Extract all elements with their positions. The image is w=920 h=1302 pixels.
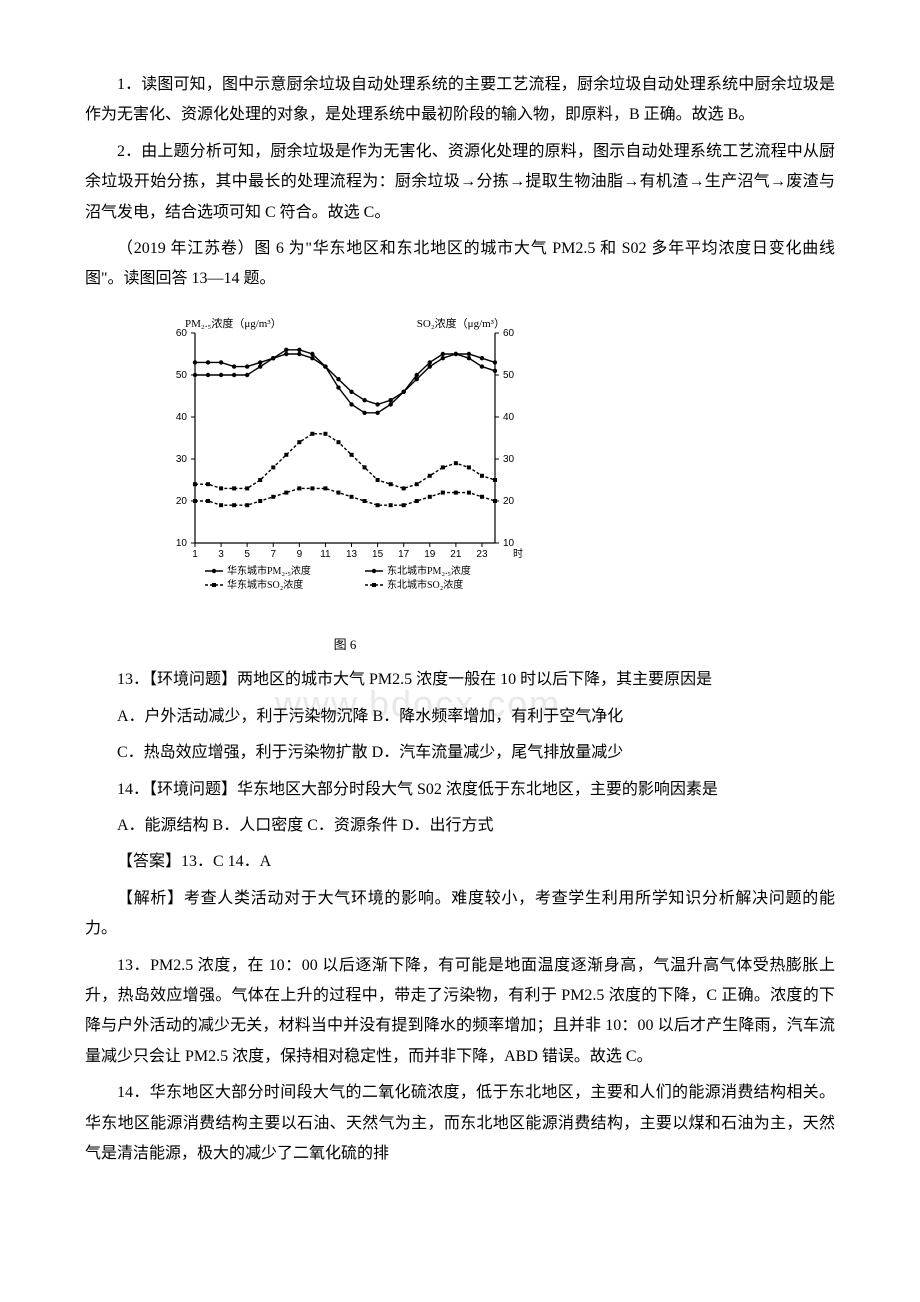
paragraph-1: 1．读图可知，图中示意厨余垃圾自动处理系统的主要工艺流程，厨余垃圾自动处理系统中… xyxy=(85,70,835,131)
svg-text:3: 3 xyxy=(218,549,224,560)
svg-text:40: 40 xyxy=(503,412,515,423)
svg-text:7: 7 xyxy=(270,549,276,560)
svg-text:东北城市PM₂.₅浓度: 东北城市PM₂.₅浓度 xyxy=(387,564,471,577)
explanation-13: 13．PM2.5 浓度，在 10：00 以后逐渐下降，有可能是地面温度逐渐身高，… xyxy=(85,951,835,1073)
chart-figure-6: PM₂.₅浓度（μg/m³） SO₂浓度（μg/m³） 10 20 30 40 50 60 10… xyxy=(145,313,835,658)
svg-text:10: 10 xyxy=(503,538,515,549)
svg-text:PM₂.₅浓度（μg/m³）: PM₂.₅浓度（μg/m³） xyxy=(185,316,282,330)
svg-text:50: 50 xyxy=(176,370,188,381)
svg-text:23: 23 xyxy=(476,549,488,560)
svg-text:60: 60 xyxy=(176,328,188,339)
explanation-14: 14．华东地区大部分时间段大气的二氧化硫浓度，低于东北地区，主要和人们的能源消费… xyxy=(85,1078,835,1169)
question-13: 13．【环境问题】两地区的城市大气 PM2.5 浓度一般在 10 时以后下降，其… xyxy=(85,665,835,695)
page-content: 1．读图可知，图中示意厨余垃圾自动处理系统的主要工艺流程，厨余垃圾自动处理系统中… xyxy=(85,70,835,1169)
svg-text:19: 19 xyxy=(424,549,436,560)
svg-text:15: 15 xyxy=(372,549,384,560)
question-13-options-ab: A．户外活动减少，利于污染物沉降 B．降水频率增加，有利于空气净化 xyxy=(85,702,835,732)
question-14: 14．【环境问题】华东地区大部分时段大气 S02 浓度低于东北地区，主要的影响因… xyxy=(85,775,835,805)
svg-text:50: 50 xyxy=(503,370,515,381)
svg-text:5: 5 xyxy=(244,549,250,560)
svg-text:10: 10 xyxy=(176,538,188,549)
svg-text:时: 时 xyxy=(513,548,523,560)
svg-text:30: 30 xyxy=(176,454,188,465)
svg-text:华东城市SO₂浓度: 华东城市SO₂浓度 xyxy=(227,578,303,591)
answer: 【答案】13．C 14．A xyxy=(85,847,835,877)
svg-text:40: 40 xyxy=(176,412,188,423)
svg-text:60: 60 xyxy=(503,328,515,339)
explanation-head: 【解析】考查人类活动对于大气环境的影响。难度较小，考查学生利用所学知识分析解决问… xyxy=(85,884,835,945)
svg-text:东北城市SO₂浓度: 东北城市SO₂浓度 xyxy=(387,578,463,591)
chart-svg: PM₂.₅浓度（μg/m³） SO₂浓度（μg/m³） 10 20 30 40 50 60 10… xyxy=(145,313,545,633)
svg-text:11: 11 xyxy=(320,549,331,560)
svg-text:1: 1 xyxy=(192,549,198,560)
svg-text:20: 20 xyxy=(176,496,188,507)
paragraph-3: （2019 年江苏卷）图 6 为"华东地区和东北地区的城市大气 PM2.5 和 … xyxy=(85,234,835,295)
svg-text:20: 20 xyxy=(503,496,515,507)
chart-caption: 图 6 xyxy=(145,633,545,658)
question-14-options: A．能源结构 B．人口密度 C．资源条件 D．出行方式 xyxy=(85,811,835,841)
svg-text:17: 17 xyxy=(398,549,410,560)
svg-text:13: 13 xyxy=(346,549,358,560)
svg-text:华东城市PM₂.₅浓度: 华东城市PM₂.₅浓度 xyxy=(227,564,311,577)
paragraph-2: 2．由上题分析可知，厨余垃圾是作为无害化、资源化处理的原料，图示自动处理系统工艺… xyxy=(85,137,835,228)
svg-text:21: 21 xyxy=(450,549,462,560)
svg-text:9: 9 xyxy=(297,549,303,560)
svg-text:SO₂浓度（μg/m³）: SO₂浓度（μg/m³） xyxy=(417,316,505,330)
question-13-options-cd: C．热岛效应增强，利于污染物扩散 D．汽车流量减少，尾气排放量减少 xyxy=(85,738,835,768)
svg-text:30: 30 xyxy=(503,454,515,465)
